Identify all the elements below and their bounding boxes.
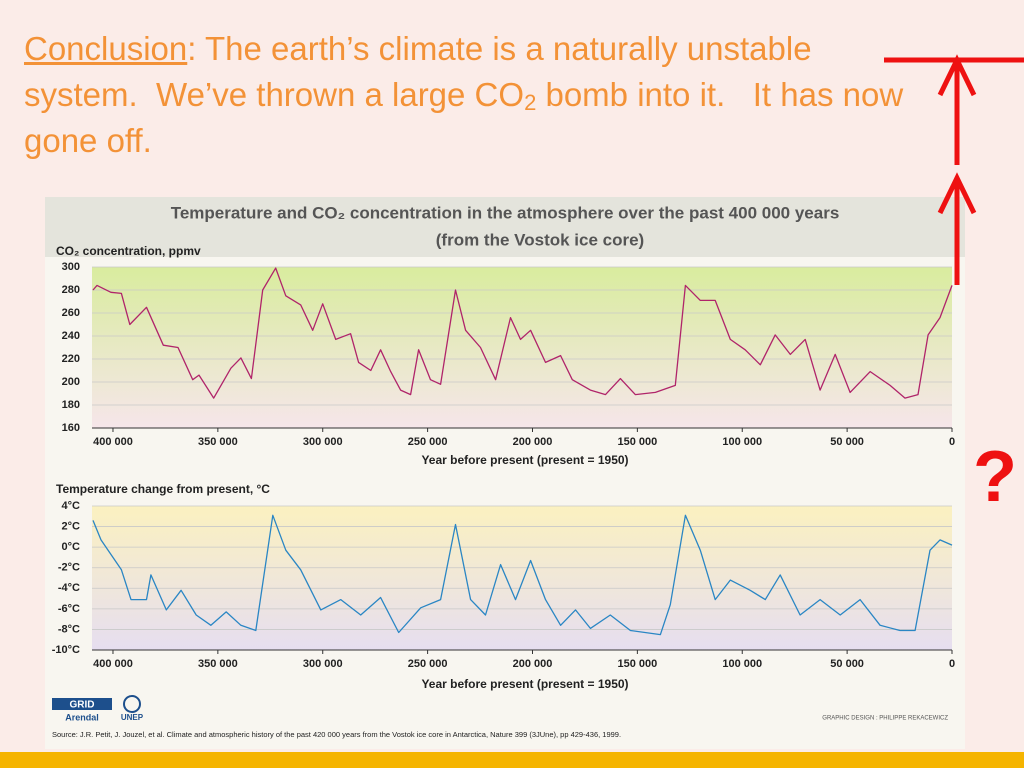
- x-axis-label: Year before present (present = 1950): [421, 453, 628, 467]
- y-tick-label: 220: [62, 353, 80, 365]
- x-tick-label: 400 000: [93, 436, 133, 448]
- x-tick-label: 50 000: [830, 436, 864, 448]
- x-tick-label: 0: [949, 658, 955, 670]
- question-mark: ?: [973, 437, 1017, 517]
- y-tick-label: 180: [62, 399, 80, 411]
- logo-box: [52, 698, 112, 710]
- y-tick-label: 240: [62, 330, 80, 342]
- y-tick-label: 160: [62, 422, 80, 434]
- x-tick-label: 0: [949, 436, 955, 448]
- heading-tail: bomb into it. It has now gone off.: [24, 76, 913, 159]
- x-tick-label: 200 000: [513, 658, 553, 670]
- y-tick-label: 260: [62, 307, 80, 319]
- x-tick-label: 250 000: [408, 436, 448, 448]
- y-tick-label: -4°C: [58, 582, 80, 594]
- x-tick-label: 250 000: [408, 658, 448, 670]
- heading: Conclusion: The earth’s climate is a nat…: [24, 26, 929, 164]
- heading-sub: 2: [524, 90, 537, 115]
- x-tick-label: 400 000: [93, 658, 133, 670]
- y-tick-label: -2°C: [58, 562, 80, 574]
- x-tick-label: 350 000: [198, 658, 238, 670]
- x-tick-label: 150 000: [617, 436, 657, 448]
- y-tick-label: 2°C: [62, 520, 81, 532]
- y-tick-label: -6°C: [58, 603, 80, 615]
- y-tick-label: 300: [62, 261, 80, 273]
- x-tick-label: 50 000: [830, 658, 864, 670]
- logo-unep: UNEP: [121, 713, 144, 722]
- y-tick-label: -10°C: [52, 644, 80, 656]
- heading-lead: Conclusion: [24, 30, 188, 67]
- y-tick-label: 280: [62, 284, 80, 296]
- plot-bg: [92, 506, 952, 650]
- logo-arendal: Arendal: [65, 712, 99, 722]
- chart-subtitle: (from the Vostok ice core): [436, 230, 644, 249]
- credit: GRAPHIC DESIGN : PHILIPPE REKACEWICZ: [822, 716, 948, 722]
- chart-title: Temperature and CO₂ concentration in the…: [171, 203, 840, 222]
- plot-bg: [92, 267, 952, 428]
- y-tick-label: 200: [62, 376, 80, 388]
- x-tick-label: 150 000: [617, 658, 657, 670]
- y-tick-label: -8°C: [58, 623, 80, 635]
- bottom-bar: [0, 752, 1024, 768]
- heading-text: : The earth’s climate is a naturally uns…: [24, 30, 821, 113]
- logo-grid: GRID: [70, 700, 95, 711]
- title-band: [45, 197, 965, 257]
- x-axis-label: Year before present (present = 1950): [421, 677, 628, 691]
- x-tick-label: 300 000: [303, 658, 343, 670]
- y-axis-label: CO₂ concentration, ppmv: [56, 244, 201, 258]
- source: Source: J.R. Petit, J. Jouzel, et al. Cl…: [52, 730, 621, 739]
- red-arrows: [884, 54, 1024, 285]
- y-axis-label: Temperature change from present, °C: [56, 482, 270, 496]
- x-tick-label: 300 000: [303, 436, 343, 448]
- y-tick-label: 4°C: [62, 500, 81, 512]
- x-tick-label: 100 000: [722, 436, 762, 448]
- x-tick-label: 350 000: [198, 436, 238, 448]
- logo-unep-mark: [123, 695, 141, 713]
- data-line: [92, 267, 953, 399]
- x-tick-label: 200 000: [513, 436, 553, 448]
- x-tick-label: 100 000: [722, 658, 762, 670]
- y-tick-label: 0°C: [62, 541, 81, 553]
- data-line: [92, 514, 953, 636]
